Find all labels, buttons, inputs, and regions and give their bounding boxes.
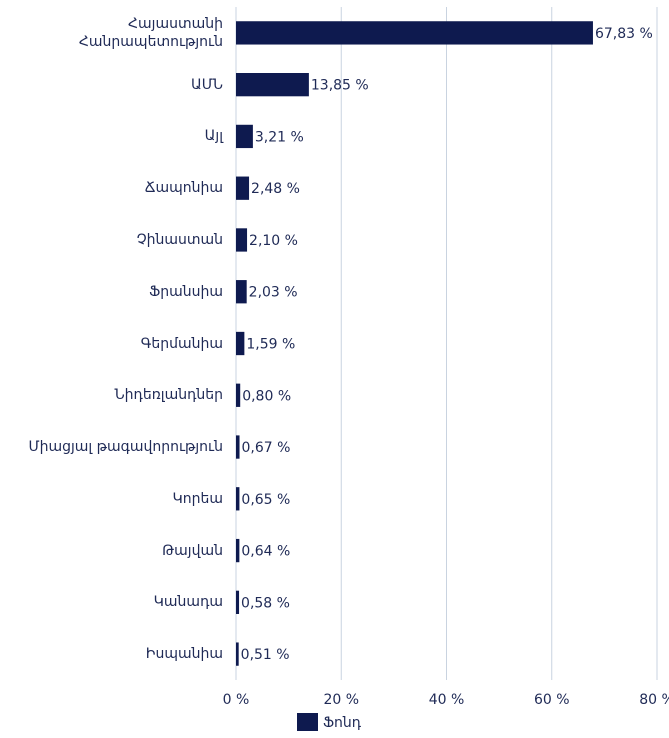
data-label: 67,83 % bbox=[595, 26, 653, 42]
legend-label: Ֆոնդ bbox=[323, 715, 362, 731]
data-label: 0,65 % bbox=[241, 492, 290, 508]
bar bbox=[236, 383, 241, 407]
y-tick-label: Կանադա bbox=[153, 594, 223, 611]
y-tick-label: Ճապոնիա bbox=[144, 180, 223, 197]
x-tick-label: 40 % bbox=[429, 692, 465, 708]
data-label: 0,51 % bbox=[241, 647, 290, 663]
data-label: 13,85 % bbox=[311, 78, 369, 94]
x-tick-label: 0 % bbox=[223, 692, 250, 708]
y-tick-label: Այլ bbox=[204, 128, 223, 145]
y-tick-label: Միացյալ թագավորություն bbox=[28, 439, 223, 456]
x-tick-label: 60 % bbox=[534, 692, 570, 708]
y-tick-label: Թայվան bbox=[162, 542, 223, 559]
bar bbox=[236, 228, 248, 252]
bar bbox=[236, 176, 250, 200]
legend-swatch bbox=[297, 713, 318, 731]
bar bbox=[236, 73, 309, 97]
bar bbox=[236, 21, 593, 45]
data-label: 3,21 % bbox=[255, 129, 304, 145]
y-tick-label: Իսպանիա bbox=[145, 646, 223, 663]
data-label: 2,10 % bbox=[249, 233, 298, 249]
data-label: 0,67 % bbox=[242, 440, 291, 456]
x-tick-label: 20 % bbox=[323, 692, 359, 708]
data-label: 2,48 % bbox=[251, 181, 300, 197]
y-tick-label: ԱՄՆ bbox=[190, 76, 223, 93]
bar bbox=[236, 642, 239, 666]
data-label: 0,64 % bbox=[241, 544, 290, 560]
x-tick-label: 80 % bbox=[639, 692, 669, 708]
y-tick-label: Կորեա bbox=[172, 490, 223, 507]
bar bbox=[236, 538, 240, 563]
bar bbox=[236, 280, 247, 304]
data-label: 0,80 % bbox=[242, 388, 291, 404]
bar bbox=[236, 331, 245, 356]
y-tick-label: Գերմանիա bbox=[140, 335, 223, 352]
data-label: 1,59 % bbox=[246, 337, 295, 353]
data-label: 0,58 % bbox=[241, 595, 290, 611]
bar bbox=[236, 487, 240, 511]
y-tick-label: Նիդեռլանդներ bbox=[114, 387, 223, 404]
bar bbox=[236, 124, 253, 149]
y-tick-label: Հայաստանի Հանրապետություն bbox=[78, 15, 223, 50]
y-tick-label: Ֆրանսիա bbox=[149, 283, 223, 300]
bar bbox=[236, 590, 240, 614]
bar bbox=[236, 435, 240, 459]
data-label: 2,03 % bbox=[249, 285, 298, 301]
y-tick-label: Չինաստան bbox=[136, 231, 223, 248]
